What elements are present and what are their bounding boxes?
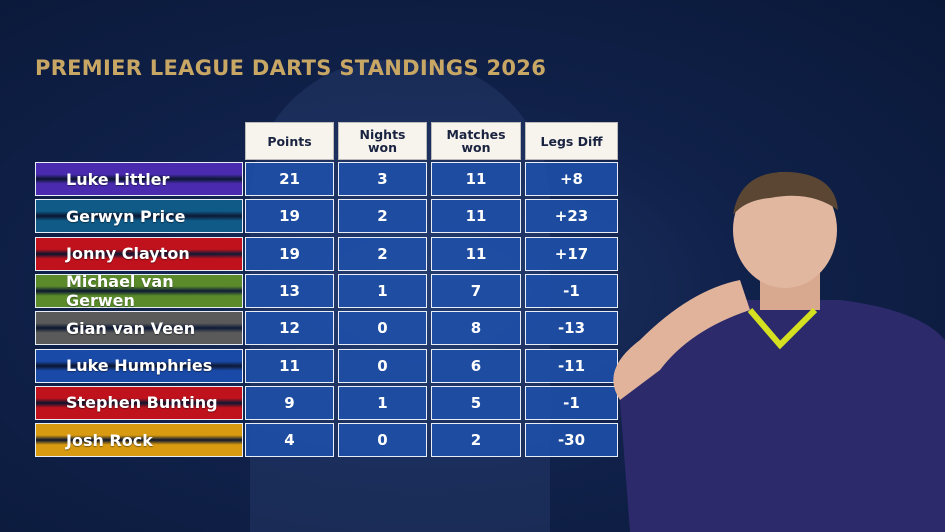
table-cell: 7 (431, 273, 521, 308)
player-name: Gian van Veen (35, 311, 243, 346)
table-cell: 3 (338, 162, 427, 196)
table-cell: 5 (431, 385, 521, 420)
table-cell: -13 (525, 311, 618, 346)
table-cell: 2 (431, 423, 521, 458)
table-cell: -1 (525, 273, 618, 308)
table-cell: 6 (431, 348, 521, 383)
table-cell: 4 (245, 423, 334, 458)
column-header: Legs Diff (525, 122, 618, 160)
player-name: Michael van Gerwen (35, 272, 243, 310)
table-cell: 1 (338, 385, 427, 420)
table-cell: 13 (245, 273, 334, 308)
table-cell: 11 (431, 236, 521, 271)
table-cell: 11 (431, 162, 521, 196)
table-cell: +23 (525, 199, 618, 234)
table-cell: 12 (245, 311, 334, 346)
column-header: Matches won (431, 122, 521, 160)
table-cell: 9 (245, 385, 334, 420)
table-cell: 2 (338, 199, 427, 234)
player-name: Gerwyn Price (35, 199, 243, 234)
player-name: Josh Rock (35, 423, 243, 458)
table-cell: +17 (525, 236, 618, 271)
player-arm (613, 280, 750, 400)
table-cell: 0 (338, 311, 427, 346)
player-photo (613, 171, 945, 532)
table-cell: 0 (338, 423, 427, 458)
player-name: Jonny Clayton (35, 236, 243, 271)
table-cell: -1 (525, 385, 618, 420)
table-cell: 2 (338, 236, 427, 271)
table-cell: 11 (245, 348, 334, 383)
player-name: Luke Humphries (35, 348, 243, 383)
table-cell: -30 (525, 423, 618, 458)
player-shirt (620, 300, 945, 532)
table-cell: 1 (338, 273, 427, 308)
table-cell: 0 (338, 348, 427, 383)
table-cell: 19 (245, 236, 334, 271)
table-cell: 11 (431, 199, 521, 234)
player-name: Stephen Bunting (35, 385, 243, 420)
page-title: PREMIER LEAGUE DARTS STANDINGS 2026 (35, 56, 547, 80)
table-cell: 8 (431, 311, 521, 346)
table-cell: 19 (245, 199, 334, 234)
table-cell: +8 (525, 162, 618, 196)
player-head (733, 172, 837, 288)
player-shirt-trim (747, 307, 818, 350)
player-hair (733, 171, 838, 215)
table-cell: 21 (245, 162, 334, 196)
table-cell: -11 (525, 348, 618, 383)
player-name: Luke Littler (35, 162, 243, 196)
column-header: Nights won (338, 122, 427, 160)
column-header: Points (245, 122, 334, 160)
